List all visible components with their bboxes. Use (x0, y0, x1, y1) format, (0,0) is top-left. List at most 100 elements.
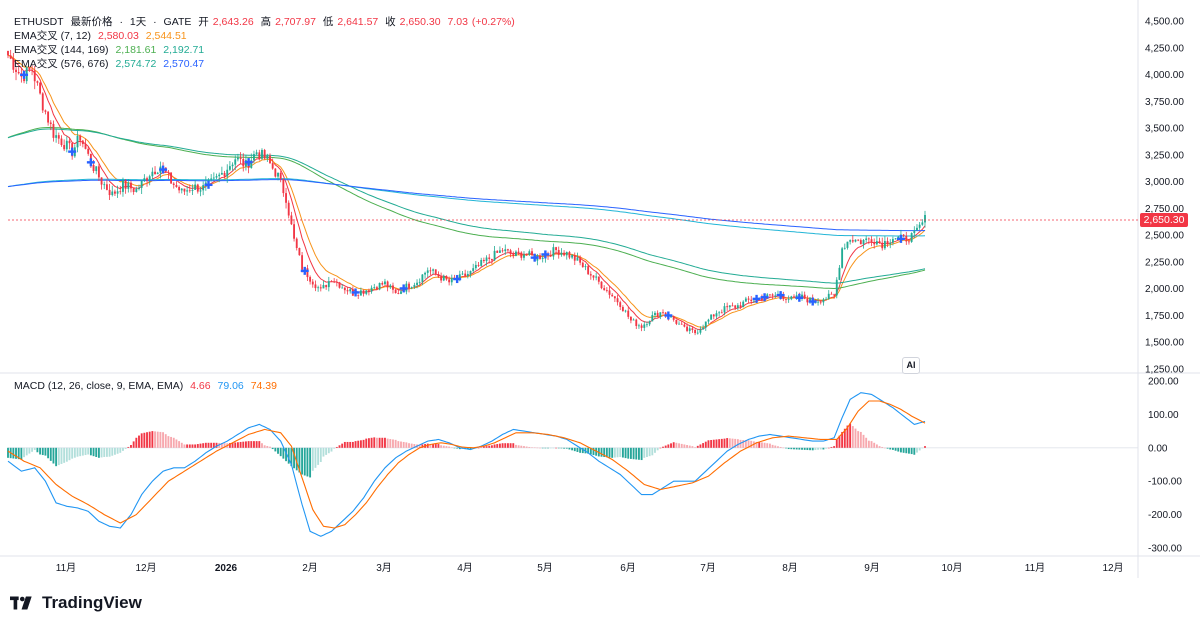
candle-body (175, 184, 178, 188)
candle (731, 302, 734, 307)
indicator-legend-ema-576-676[interactable]: EMA交叉 (576, 676) 2,574.72 2,570.47 (14, 56, 208, 71)
candle-body (239, 157, 242, 159)
candle (143, 174, 146, 183)
macd-histogram-bar (632, 447, 635, 460)
candles[interactable] (7, 49, 926, 336)
ai-badge[interactable]: AI (902, 357, 920, 374)
candle (210, 174, 213, 182)
candle-body (12, 58, 15, 70)
candle-body (39, 82, 42, 94)
tradingview-logo-icon (10, 596, 32, 610)
candle-body (720, 312, 723, 314)
macd-histogram-bar (811, 447, 814, 451)
price-axis[interactable]: 4,500.00 4,250.00 4,000.00 3,750.00 3,500.00… (1145, 17, 1184, 376)
macd-histogram-bar (52, 447, 55, 464)
candle (576, 252, 579, 261)
candle (341, 284, 344, 289)
macd-histogram-bar (188, 444, 191, 448)
macd-histogram-bar (309, 447, 312, 478)
macd-histogram-bar (638, 447, 640, 460)
candle-body (119, 191, 122, 193)
macd-histogram-bar (28, 447, 31, 454)
candle-body (595, 276, 598, 278)
macd-histogram-bar (266, 445, 269, 448)
indicator-legend-ema-144-169[interactable]: EMA交叉 (144, 169) 2,181.61 2,192.71 (14, 42, 208, 57)
macd-histogram-bar (621, 447, 624, 458)
candle-body (450, 278, 453, 283)
indicator-legend-ema-7-12[interactable]: EMA交叉 (7, 12) 2,580.03 2,544.51 (14, 28, 191, 43)
candle-body (378, 282, 381, 290)
candle-body (170, 172, 173, 184)
ema-7-line (7, 54, 926, 330)
candle (787, 295, 790, 303)
candle-body (122, 180, 124, 192)
candle-body (515, 251, 517, 256)
macd-histogram-bar (44, 447, 47, 456)
candle (894, 238, 897, 240)
candle (183, 188, 186, 196)
macd-histogram-bar (170, 436, 173, 448)
macd-axis[interactable]: 200.00 100.00 0.00 -100.00 -200.00 -300.00 (1148, 377, 1182, 555)
price-tick-label: 1,750.00 (1145, 311, 1184, 322)
candle-body (747, 298, 750, 300)
macd-histogram-bar (277, 447, 279, 454)
macd-pane[interactable] (7, 392, 926, 537)
candle-body (186, 190, 189, 192)
candle-body (255, 152, 258, 155)
candle-body (384, 281, 386, 285)
symbol-legend[interactable]: ETHUSDT 最新价格 · 1天 · GATE 开 2,643.26 高 2,70… (14, 16, 515, 28)
macd-histogram-bar (274, 447, 277, 452)
candle-body (841, 248, 844, 268)
candle (319, 284, 322, 292)
candle-body (180, 188, 183, 191)
time-axis[interactable]: 11月 12月 2026 2月 3月 4月 5月 6月 7月 8月 9月 10月 11月 12月 (56, 562, 1124, 574)
macd-histogram-bar (720, 438, 723, 448)
macd-histogram-bar (271, 447, 274, 450)
candle (295, 237, 298, 251)
tradingview-brand[interactable]: TradingView (10, 593, 142, 613)
candle (140, 180, 143, 195)
ema-cross-marker (752, 294, 761, 303)
macd-histogram-bar (105, 447, 108, 457)
candle (691, 326, 694, 333)
candle (523, 251, 525, 261)
macd-histogram-bar (656, 447, 659, 451)
candle (579, 255, 582, 266)
candle-body (576, 257, 579, 261)
macd-histogram-bar (819, 447, 822, 450)
candle-body (154, 171, 156, 175)
macd-histogram-bar (809, 447, 811, 451)
macd-histogram-bar (605, 447, 608, 458)
macd-histogram-bar (493, 444, 496, 448)
macd-histogram-bar (533, 447, 536, 449)
ema-cross-marker (541, 250, 550, 259)
macd-histogram-bar (515, 444, 517, 448)
ema-cross-marker (300, 266, 309, 275)
macd-histogram-bar (667, 444, 670, 448)
candle-body (793, 296, 795, 298)
candle-body (314, 284, 317, 289)
price-tick-label: 2,750.00 (1145, 204, 1184, 215)
macd-histogram-bar (683, 444, 686, 448)
candle (638, 323, 640, 329)
macd-legend[interactable]: MACD (12, 26, close, 9, EMA, EMA) 4.66 7… (14, 380, 281, 392)
candle (662, 309, 664, 316)
candle (346, 286, 349, 295)
candle (41, 92, 44, 114)
macd-histogram-bar (327, 447, 330, 454)
macd-histogram-bar (223, 443, 226, 448)
candle-body (362, 290, 365, 294)
ema-cross-marker (351, 288, 360, 297)
candle (79, 134, 82, 146)
candle-body (226, 169, 229, 177)
candle (600, 281, 603, 290)
candle-body (587, 266, 590, 275)
candle-body (376, 287, 378, 290)
macd-hist-value: 4.66 (190, 380, 211, 392)
candle-body (886, 241, 889, 245)
low-value: 2,641.57 (337, 16, 379, 28)
candle-body (862, 239, 865, 245)
candle-body (57, 135, 60, 139)
candle (461, 270, 464, 276)
